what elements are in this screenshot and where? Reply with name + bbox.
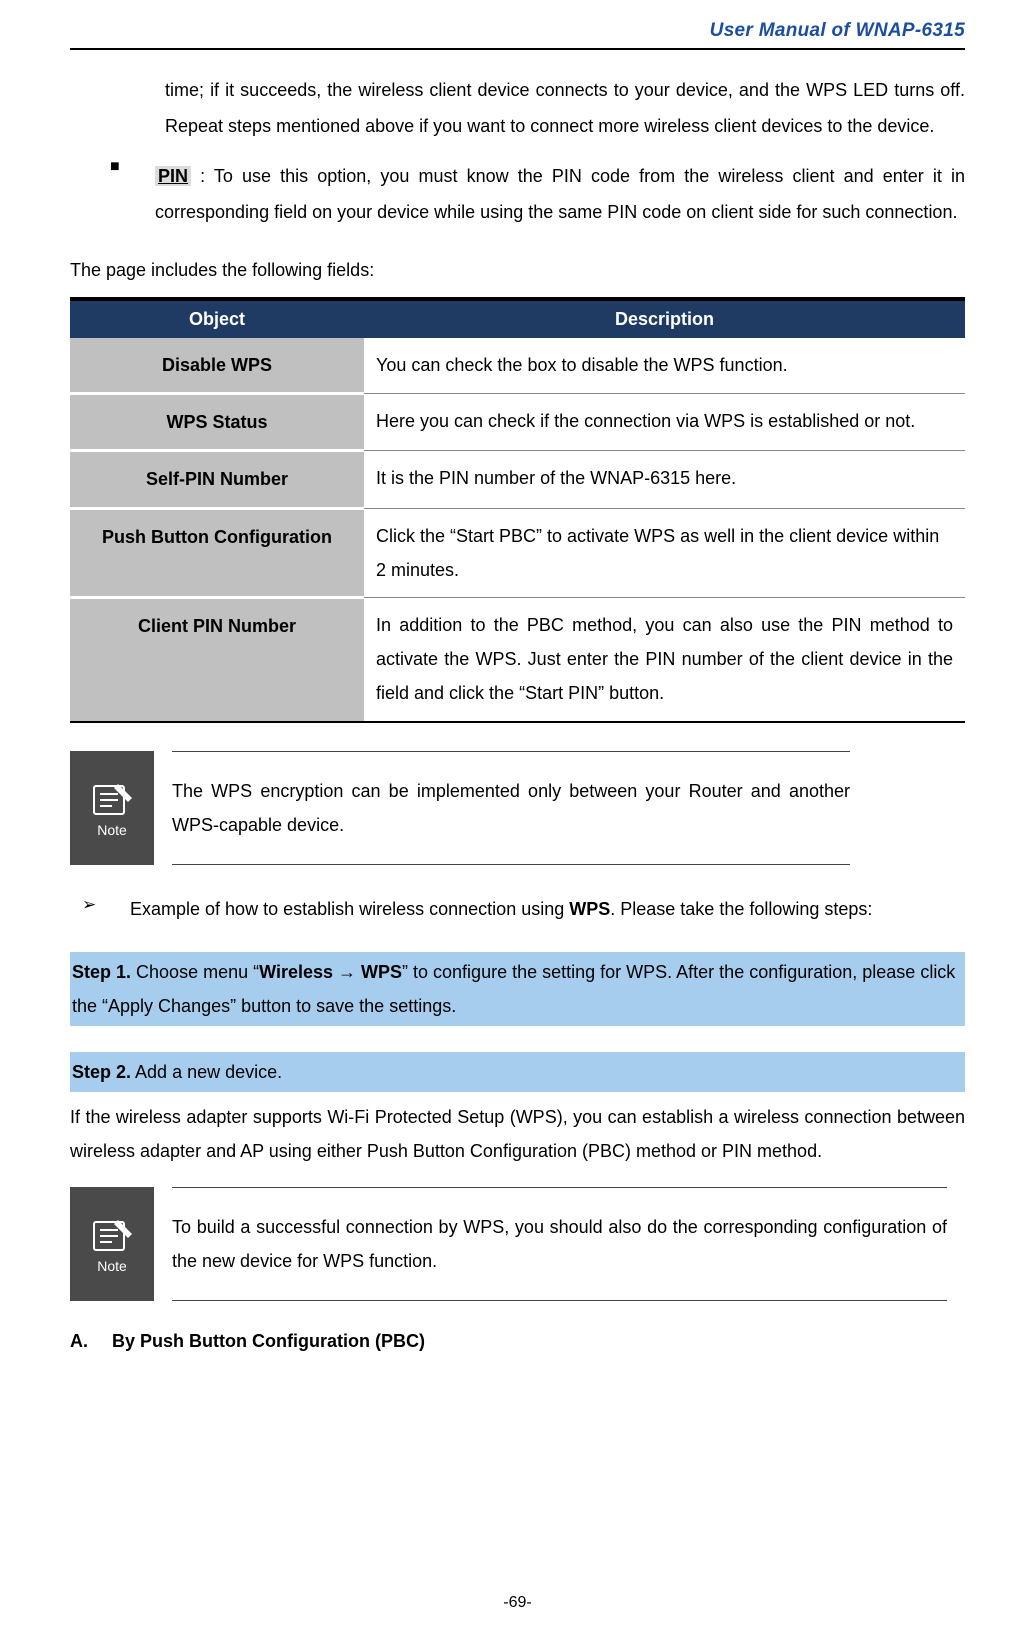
section-a-heading: A.By Push Button Configuration (PBC) [70,1331,965,1352]
obj-cell: WPS Status [70,394,364,451]
note-text: The WPS encryption can be implemented on… [172,751,850,865]
note-label: Note [97,1258,127,1274]
intro-paragraph: time; if it succeeds, the wireless clien… [165,72,965,144]
desc-cell: You can check the box to disable the WPS… [364,338,965,394]
arrow-bullet-icon: ➢ [70,895,130,924]
th-object: Object [70,299,364,338]
table-row: Client PIN Number In addition to the PBC… [70,597,965,721]
page-footer: -69- [0,1594,1035,1612]
step-1-pre: Choose menu “ [131,962,259,982]
header-title: User Manual of WNAP-6315 [710,20,965,41]
note-icon: Note [70,751,154,865]
note-block-1: Note The WPS encryption can be implement… [70,751,965,865]
page-number: -69- [503,1594,531,1611]
page: User Manual of WNAP-6315 time; if it suc… [0,0,1035,1632]
pin-bullet-row: ■ PIN : To use this option, you must kno… [70,158,965,230]
table-row: Self-PIN Number It is the PIN number of … [70,451,965,508]
example-bold: WPS [569,899,610,919]
th-description: Description [364,299,965,338]
note-block-2: Note To build a successful connection by… [70,1187,965,1301]
pin-bullet-content: PIN : To use this option, you must know … [155,158,965,230]
obj-cell: Self-PIN Number [70,451,364,508]
obj-cell: Disable WPS [70,338,364,394]
example-post: . Please take the following steps: [610,899,872,919]
example-bullet-row: ➢ Example of how to establish wireless c… [70,895,965,924]
note-text: To build a successful connection by WPS,… [172,1187,947,1301]
page-header: User Manual of WNAP-6315 [70,20,965,50]
pin-sep: : [191,166,214,186]
desc-cell: In addition to the PBC method, you can a… [364,597,965,721]
note-text-wrap: To build a successful connection by WPS,… [154,1187,965,1301]
step-1-arrow: → [333,962,361,982]
section-a-letter: A. [70,1331,112,1352]
pin-text: To use this option, you must know the PI… [155,166,965,222]
note-icon: Note [70,1187,154,1301]
step-2-box: Step 2. Add a new device. [70,1052,965,1092]
desc-cell: Here you can check if the connection via… [364,394,965,451]
step-1-b1: Wireless [259,962,333,982]
pin-label: PIN [155,166,191,186]
note-label: Note [97,822,127,838]
desc-cell: Click the “Start PBC” to activate WPS as… [364,508,965,597]
step-2-text: Add a new device. [131,1062,282,1082]
desc-cell: It is the PIN number of the WNAP-6315 he… [364,451,965,508]
obj-cell: Push Button Configuration [70,508,364,597]
fields-lead: The page includes the following fields: [70,260,965,281]
example-pre: Example of how to establish wireless con… [130,899,569,919]
note-text-wrap: The WPS encryption can be implemented on… [154,751,965,865]
step-2-follow: If the wireless adapter supports Wi-Fi P… [70,1100,965,1168]
square-bullet-icon: ■ [70,158,155,230]
notepad-icon [88,1214,136,1254]
step-1-box: Step 1. Choose menu “Wireless → WPS” to … [70,952,965,1026]
table-row: Push Button Configuration Click the “Sta… [70,508,965,597]
table-row: Disable WPS You can check the box to dis… [70,338,965,394]
example-bullet-content: Example of how to establish wireless con… [130,895,965,924]
section-a-title: By Push Button Configuration (PBC) [112,1331,425,1351]
fields-table: Object Description Disable WPS You can c… [70,297,965,723]
step-1-b2: WPS [361,962,402,982]
obj-cell: Client PIN Number [70,597,364,721]
step-1-label: Step 1. [72,962,131,982]
table-row: WPS Status Here you can check if the con… [70,394,965,451]
step-2-label: Step 2. [72,1062,131,1082]
notepad-icon [88,778,136,818]
